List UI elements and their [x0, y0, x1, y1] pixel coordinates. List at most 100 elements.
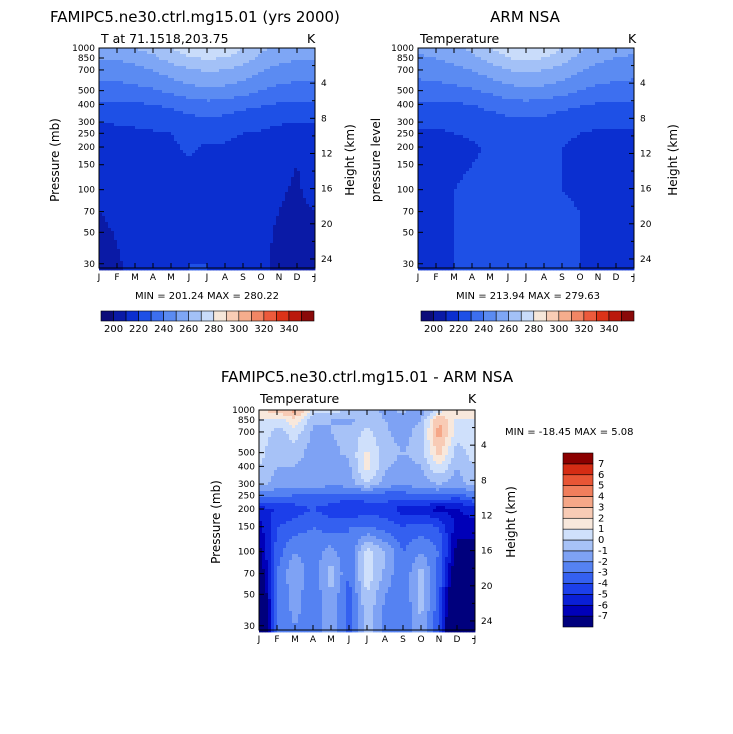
heatmap-cell [240, 240, 244, 244]
heatmap-cell [219, 177, 223, 181]
heatmap-cell [120, 243, 124, 247]
heatmap-cell [282, 141, 286, 145]
heatmap-cell [138, 204, 142, 208]
heatmap-cell [255, 201, 259, 205]
heatmap-cell [111, 99, 115, 103]
heatmap-cell [195, 135, 199, 139]
heatmap-cell [129, 249, 133, 253]
heatmap-cell [204, 183, 208, 187]
heatmap-cell [300, 165, 304, 169]
heatmap-cell [195, 75, 199, 79]
heatmap-cell [237, 213, 241, 217]
heatmap-cell [99, 222, 103, 226]
heatmap-cell [303, 243, 307, 247]
heatmap-cell [234, 153, 238, 157]
heatmap-cell [261, 81, 265, 85]
heatmap-cell [231, 189, 235, 193]
heatmap-cell [189, 162, 193, 166]
heatmap-cell [183, 198, 187, 202]
heatmap-cell [273, 51, 277, 55]
heatmap-cell [183, 108, 187, 112]
heatmap-cell [174, 147, 178, 151]
heatmap-cell [267, 132, 271, 136]
heatmap-cell [180, 102, 184, 106]
heatmap-cell [210, 231, 214, 235]
heatmap-cell [183, 249, 187, 253]
heatmap-cell [183, 207, 187, 211]
heatmap-cell [120, 132, 124, 136]
heatmap-cell [309, 132, 313, 136]
heatmap-cell [189, 78, 193, 82]
heatmap-cell [132, 114, 136, 118]
heatmap-cell [183, 237, 187, 241]
heatmap-cell [162, 165, 166, 169]
heatmap-cell [216, 228, 220, 232]
heatmap-cell [303, 237, 307, 241]
heatmap-cell [102, 141, 106, 145]
heatmap-cell [111, 135, 115, 139]
heatmap-cell [240, 48, 244, 52]
heatmap-cell [285, 192, 289, 196]
heatmap-cell [114, 138, 118, 142]
heatmap-cell [234, 135, 238, 139]
heatmap-cell [297, 243, 301, 247]
heatmap-cell [126, 51, 130, 55]
heatmap-cell [135, 96, 139, 100]
heatmap-cell [171, 225, 175, 229]
heatmap-cell [141, 225, 145, 229]
heatmap-cell [135, 141, 139, 145]
heatmap-cell [231, 240, 235, 244]
heatmap-cell [285, 129, 289, 133]
heatmap-cell [159, 216, 163, 220]
heatmap-cell [117, 66, 121, 70]
heatmap-cell [228, 138, 232, 142]
heatmap-cell [156, 102, 160, 106]
heatmap-cell [108, 66, 112, 70]
heatmap-cell [258, 105, 262, 109]
heatmap-cell [201, 108, 205, 112]
heatmap-cell [123, 177, 127, 181]
heatmap-cell [144, 126, 148, 130]
heatmap-cell [309, 192, 313, 196]
diff-panel-title: FAMIPC5.ne30.ctrl.mg15.01 - ARM NSA [221, 368, 514, 386]
heatmap-cell [306, 153, 310, 157]
heatmap-cell [144, 183, 148, 187]
heatmap-cell [117, 228, 121, 232]
heatmap-cell [276, 120, 280, 124]
heatmap-cell [201, 246, 205, 250]
heatmap-cell [213, 195, 217, 199]
heatmap-cell [126, 90, 130, 94]
heatmap-cell [111, 114, 115, 118]
heatmap-cell [144, 249, 148, 253]
heatmap-cell [225, 246, 229, 250]
heatmap-cell [129, 147, 133, 151]
heatmap-cell [156, 120, 160, 124]
heatmap-cell [114, 252, 118, 256]
heatmap-cell [252, 180, 256, 184]
heatmap-cell [282, 219, 286, 223]
heatmap-cell [294, 252, 298, 256]
heatmap-cell [99, 60, 103, 64]
heatmap-cell [162, 246, 166, 250]
heatmap-cell [201, 189, 205, 193]
heatmap-cell [225, 141, 229, 145]
heatmap-cell [198, 240, 202, 244]
heatmap-cell [270, 210, 274, 214]
heatmap-cell [171, 243, 175, 247]
heatmap-cell [198, 183, 202, 187]
heatmap-cell [153, 162, 157, 166]
heatmap-cell [171, 171, 175, 175]
heatmap-cell [165, 135, 169, 139]
heatmap-cell [306, 234, 310, 238]
heatmap-cell [246, 225, 250, 229]
heatmap-cell [132, 150, 136, 154]
heatmap-cell [99, 66, 103, 70]
heatmap-cell [294, 225, 298, 229]
heatmap-cell [162, 78, 166, 82]
heatmap-cell [165, 48, 169, 52]
heatmap-cell [219, 195, 223, 199]
heatmap-cell [177, 150, 181, 154]
heatmap-cell [141, 84, 145, 88]
heatmap-cell [171, 252, 175, 256]
heatmap-cell [213, 135, 217, 139]
